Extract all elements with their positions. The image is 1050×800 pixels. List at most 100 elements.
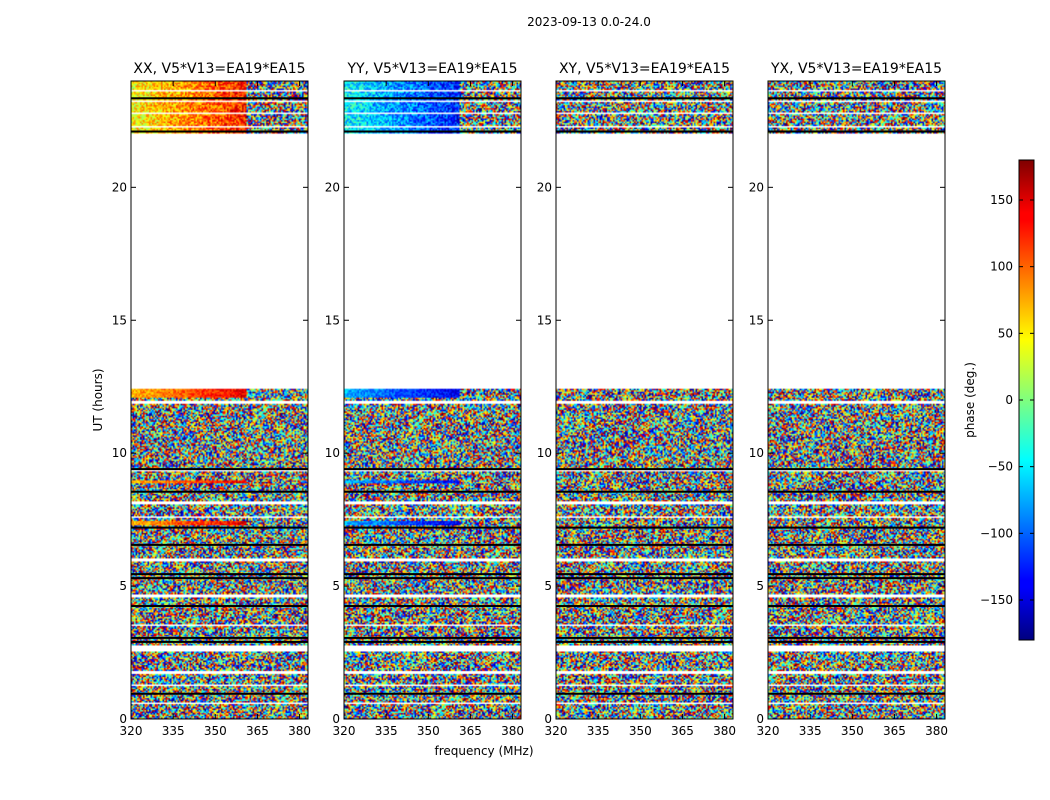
x-tick-label-yx-1: 335: [799, 724, 822, 738]
flag-row-xy-7: [556, 526, 733, 529]
flag-row-xy-4: [556, 577, 733, 580]
colorbar-tick-label-5: 100: [990, 260, 1013, 274]
flag-row-yx-6: [768, 543, 945, 546]
y-tick-label-yy-1: 5: [332, 579, 340, 593]
panel-yy: YY, V5*V13=EA19*EA15 320 335 350 365 380 0 5 10 1…: [325, 61, 524, 738]
x-tick-label-xy-1: 335: [587, 724, 610, 738]
colorbar-tick-label-1: −100: [980, 526, 1013, 540]
x-tick-label-xx-1: 335: [162, 724, 185, 738]
colorbar-ticks: −150 −100 −50 0 50 100 150: [980, 193, 1034, 607]
flag-row-yx-3: [768, 605, 945, 608]
x-tick-label-yy-0: 320: [333, 724, 356, 738]
y-tick-label-xx-1: 5: [119, 579, 127, 593]
flag-row-yy-4: [344, 577, 521, 580]
flag-row-yx-9: [768, 468, 945, 471]
x-tick-label-xx-4: 380: [288, 724, 311, 738]
flag-row-xy-10: [556, 130, 733, 133]
flag-row-xx-9: [131, 468, 308, 471]
x-tick-label-yy-4: 380: [501, 724, 524, 738]
y-tick-label-yy-0: 0: [332, 712, 340, 726]
y-tick-label-xy-3: 15: [537, 313, 552, 327]
colorbar-tick-label-3: 0: [1005, 393, 1013, 407]
x-tick-label-yx-0: 320: [757, 724, 780, 738]
flag-row-xx-3: [131, 605, 308, 608]
flag-row-yy-9: [344, 468, 521, 471]
flag-row-yx-7: [768, 526, 945, 529]
x-tick-label-yy-2: 350: [417, 724, 440, 738]
y-tick-label-yy-4: 20: [325, 180, 340, 194]
x-axis-label: frequency (MHz): [434, 744, 533, 758]
y-tick-label-xy-2: 10: [537, 446, 552, 460]
y-tick-label-yx-4: 20: [749, 180, 764, 194]
colorbar-tick-label-6: 150: [990, 193, 1013, 207]
flag-row-xy-5: [556, 573, 733, 576]
flag-row-xx-2: [131, 636, 308, 639]
flag-row-yy-2: [344, 636, 521, 639]
flag-row-yx-4: [768, 577, 945, 580]
y-tick-label-xx-2: 10: [112, 446, 127, 460]
flag-row-yx-5: [768, 573, 945, 576]
panel-title-xx: XX, V5*V13=EA19*EA15: [133, 61, 305, 77]
flag-row-yy-8: [344, 490, 521, 493]
y-tick-label-xx-4: 20: [112, 180, 127, 194]
flag-row-xx-8: [131, 490, 308, 493]
flag-row-xx-0: [131, 692, 308, 695]
y-tick-label-yx-0: 0: [756, 712, 764, 726]
panel-frame-xy: [555, 80, 734, 720]
y-tick-label-yx-3: 15: [749, 313, 764, 327]
phase-raster-yx: [768, 81, 945, 719]
flag-row-yx-0: [768, 692, 945, 695]
y-tick-label-xy-1: 5: [544, 579, 552, 593]
x-tick-label-xy-2: 350: [629, 724, 652, 738]
figure-suptitle: 2023-09-13 0.0-24.0: [527, 15, 651, 29]
flag-row-xx-11: [131, 97, 308, 100]
flag-row-xy-11: [556, 97, 733, 100]
flag-row-yy-1: [344, 640, 521, 643]
panel-title-yy: YY, V5*V13=EA19*EA15: [346, 61, 517, 77]
x-tick-label-xy-3: 365: [671, 724, 694, 738]
y-tick-label-yx-1: 5: [756, 579, 764, 593]
panel-xx: XX, V5*V13=EA19*EA15 320 335 350 365 380 0 5 10 1…: [112, 61, 311, 738]
flag-row-yx-10: [768, 130, 945, 133]
flag-row-yy-5: [344, 573, 521, 576]
x-tick-label-xx-0: 320: [120, 724, 143, 738]
panel-frame-yy: [343, 80, 522, 720]
flag-row-xx-6: [131, 543, 308, 546]
flag-row-yy-6: [344, 543, 521, 546]
x-tick-label-xx-3: 365: [246, 724, 269, 738]
x-tick-label-xy-4: 380: [713, 724, 736, 738]
panel-title-yx: YX, V5*V13=EA19*EA15: [770, 61, 942, 77]
flag-row-yy-11: [344, 97, 521, 100]
flag-row-xy-1: [556, 640, 733, 643]
flag-row-xy-8: [556, 490, 733, 493]
y-axis-label: UT (hours): [91, 368, 105, 431]
phase-raster-xy: [556, 81, 733, 719]
flag-row-yx-1: [768, 640, 945, 643]
y-tick-label-yx-2: 10: [749, 446, 764, 460]
panel-xy: XY, V5*V13=EA19*EA15 320 335 350 365 380 0 5 10 1…: [537, 61, 736, 738]
colorbar-tick-label-4: 50: [998, 326, 1013, 340]
flag-row-yy-7: [344, 526, 521, 529]
y-tick-label-xy-0: 0: [544, 712, 552, 726]
panels-group: XX, V5*V13=EA19*EA15 320 335 350 365 380 0 5 10 1…: [112, 61, 948, 738]
panel-frame-yx: [767, 80, 946, 720]
flag-row-yx-11: [768, 97, 945, 100]
x-tick-label-xy-0: 320: [545, 724, 568, 738]
x-tick-label-yy-3: 365: [459, 724, 482, 738]
flag-row-yx-8: [768, 490, 945, 493]
panel-frame-xx: [130, 80, 309, 720]
panel-title-xy: XY, V5*V13=EA19*EA15: [559, 61, 730, 77]
y-tick-label-xy-4: 20: [537, 180, 552, 194]
y-tick-label-xx-0: 0: [119, 712, 127, 726]
y-tick-label-yy-2: 10: [325, 446, 340, 460]
phase-raster-yy: [344, 81, 521, 719]
colorbar-tick-label-0: −150: [980, 593, 1013, 607]
flag-row-yy-3: [344, 605, 521, 608]
flag-row-xx-1: [131, 640, 308, 643]
x-tick-label-yx-2: 350: [841, 724, 864, 738]
flag-row-xx-5: [131, 573, 308, 576]
panel-yx: YX, V5*V13=EA19*EA15 320 335 350 365 380 0 5 10 1…: [749, 61, 948, 738]
phase-raster-xx: [131, 81, 308, 719]
x-tick-label-yx-4: 380: [925, 724, 948, 738]
